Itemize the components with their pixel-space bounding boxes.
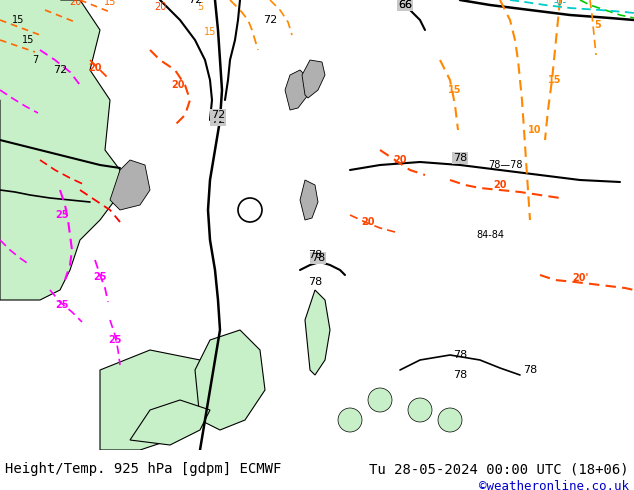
Text: 20: 20 — [493, 180, 507, 190]
Polygon shape — [0, 0, 80, 100]
Polygon shape — [100, 350, 220, 450]
Polygon shape — [130, 400, 210, 445]
Text: 5: 5 — [197, 2, 203, 12]
Polygon shape — [305, 290, 330, 375]
Polygon shape — [285, 70, 310, 110]
Text: 15: 15 — [448, 85, 462, 95]
Polygon shape — [302, 60, 325, 98]
Text: 25: 25 — [108, 335, 122, 345]
Text: 78—78: 78—78 — [488, 160, 522, 170]
Text: 15: 15 — [548, 75, 562, 85]
Text: 72: 72 — [188, 0, 202, 5]
Polygon shape — [0, 0, 120, 300]
Text: 20': 20' — [572, 273, 588, 283]
Text: 20: 20 — [361, 217, 375, 227]
Text: 66: 66 — [398, 0, 412, 10]
Text: 78: 78 — [453, 350, 467, 360]
Circle shape — [368, 388, 392, 412]
Text: 0: 0 — [177, 0, 183, 2]
Text: 15: 15 — [22, 35, 34, 45]
Text: 15: 15 — [204, 27, 216, 37]
Text: 25: 25 — [55, 300, 68, 310]
Text: 5: 5 — [595, 20, 602, 30]
Text: -0-: -0- — [553, 0, 567, 7]
Text: ©weatheronline.co.uk: ©weatheronline.co.uk — [479, 480, 629, 490]
Text: 72: 72 — [211, 110, 225, 120]
Text: 84-84: 84-84 — [476, 230, 504, 240]
Polygon shape — [110, 160, 150, 210]
Polygon shape — [300, 180, 318, 220]
Text: 20: 20 — [154, 2, 166, 12]
Text: 78: 78 — [308, 250, 322, 260]
Polygon shape — [0, 0, 60, 60]
Circle shape — [338, 408, 362, 432]
Text: 25: 25 — [55, 210, 68, 220]
Text: 7: 7 — [32, 55, 38, 65]
Text: 10: 10 — [528, 125, 541, 135]
Text: 78: 78 — [308, 277, 322, 287]
Text: Tu 28-05-2024 00:00 UTC (18+06): Tu 28-05-2024 00:00 UTC (18+06) — [370, 462, 629, 476]
Text: 72: 72 — [211, 115, 225, 125]
Text: 78: 78 — [311, 253, 325, 263]
Text: 20: 20 — [69, 0, 81, 7]
Text: 78: 78 — [523, 365, 537, 375]
Polygon shape — [195, 330, 265, 430]
Text: 72: 72 — [53, 65, 67, 75]
Text: 72: 72 — [263, 15, 277, 25]
Text: 20: 20 — [393, 155, 407, 165]
Text: 78: 78 — [453, 370, 467, 380]
Text: 66: 66 — [398, 0, 412, 10]
Circle shape — [408, 398, 432, 422]
Text: 15: 15 — [104, 0, 116, 7]
Text: Height/Temp. 925 hPa [gdpm] ECMWF: Height/Temp. 925 hPa [gdpm] ECMWF — [5, 462, 281, 476]
Text: 25: 25 — [93, 272, 107, 282]
Text: 20: 20 — [171, 80, 184, 90]
Text: 15: 15 — [12, 15, 24, 25]
Circle shape — [438, 408, 462, 432]
Text: 78: 78 — [453, 153, 467, 163]
Text: 20: 20 — [88, 63, 101, 73]
